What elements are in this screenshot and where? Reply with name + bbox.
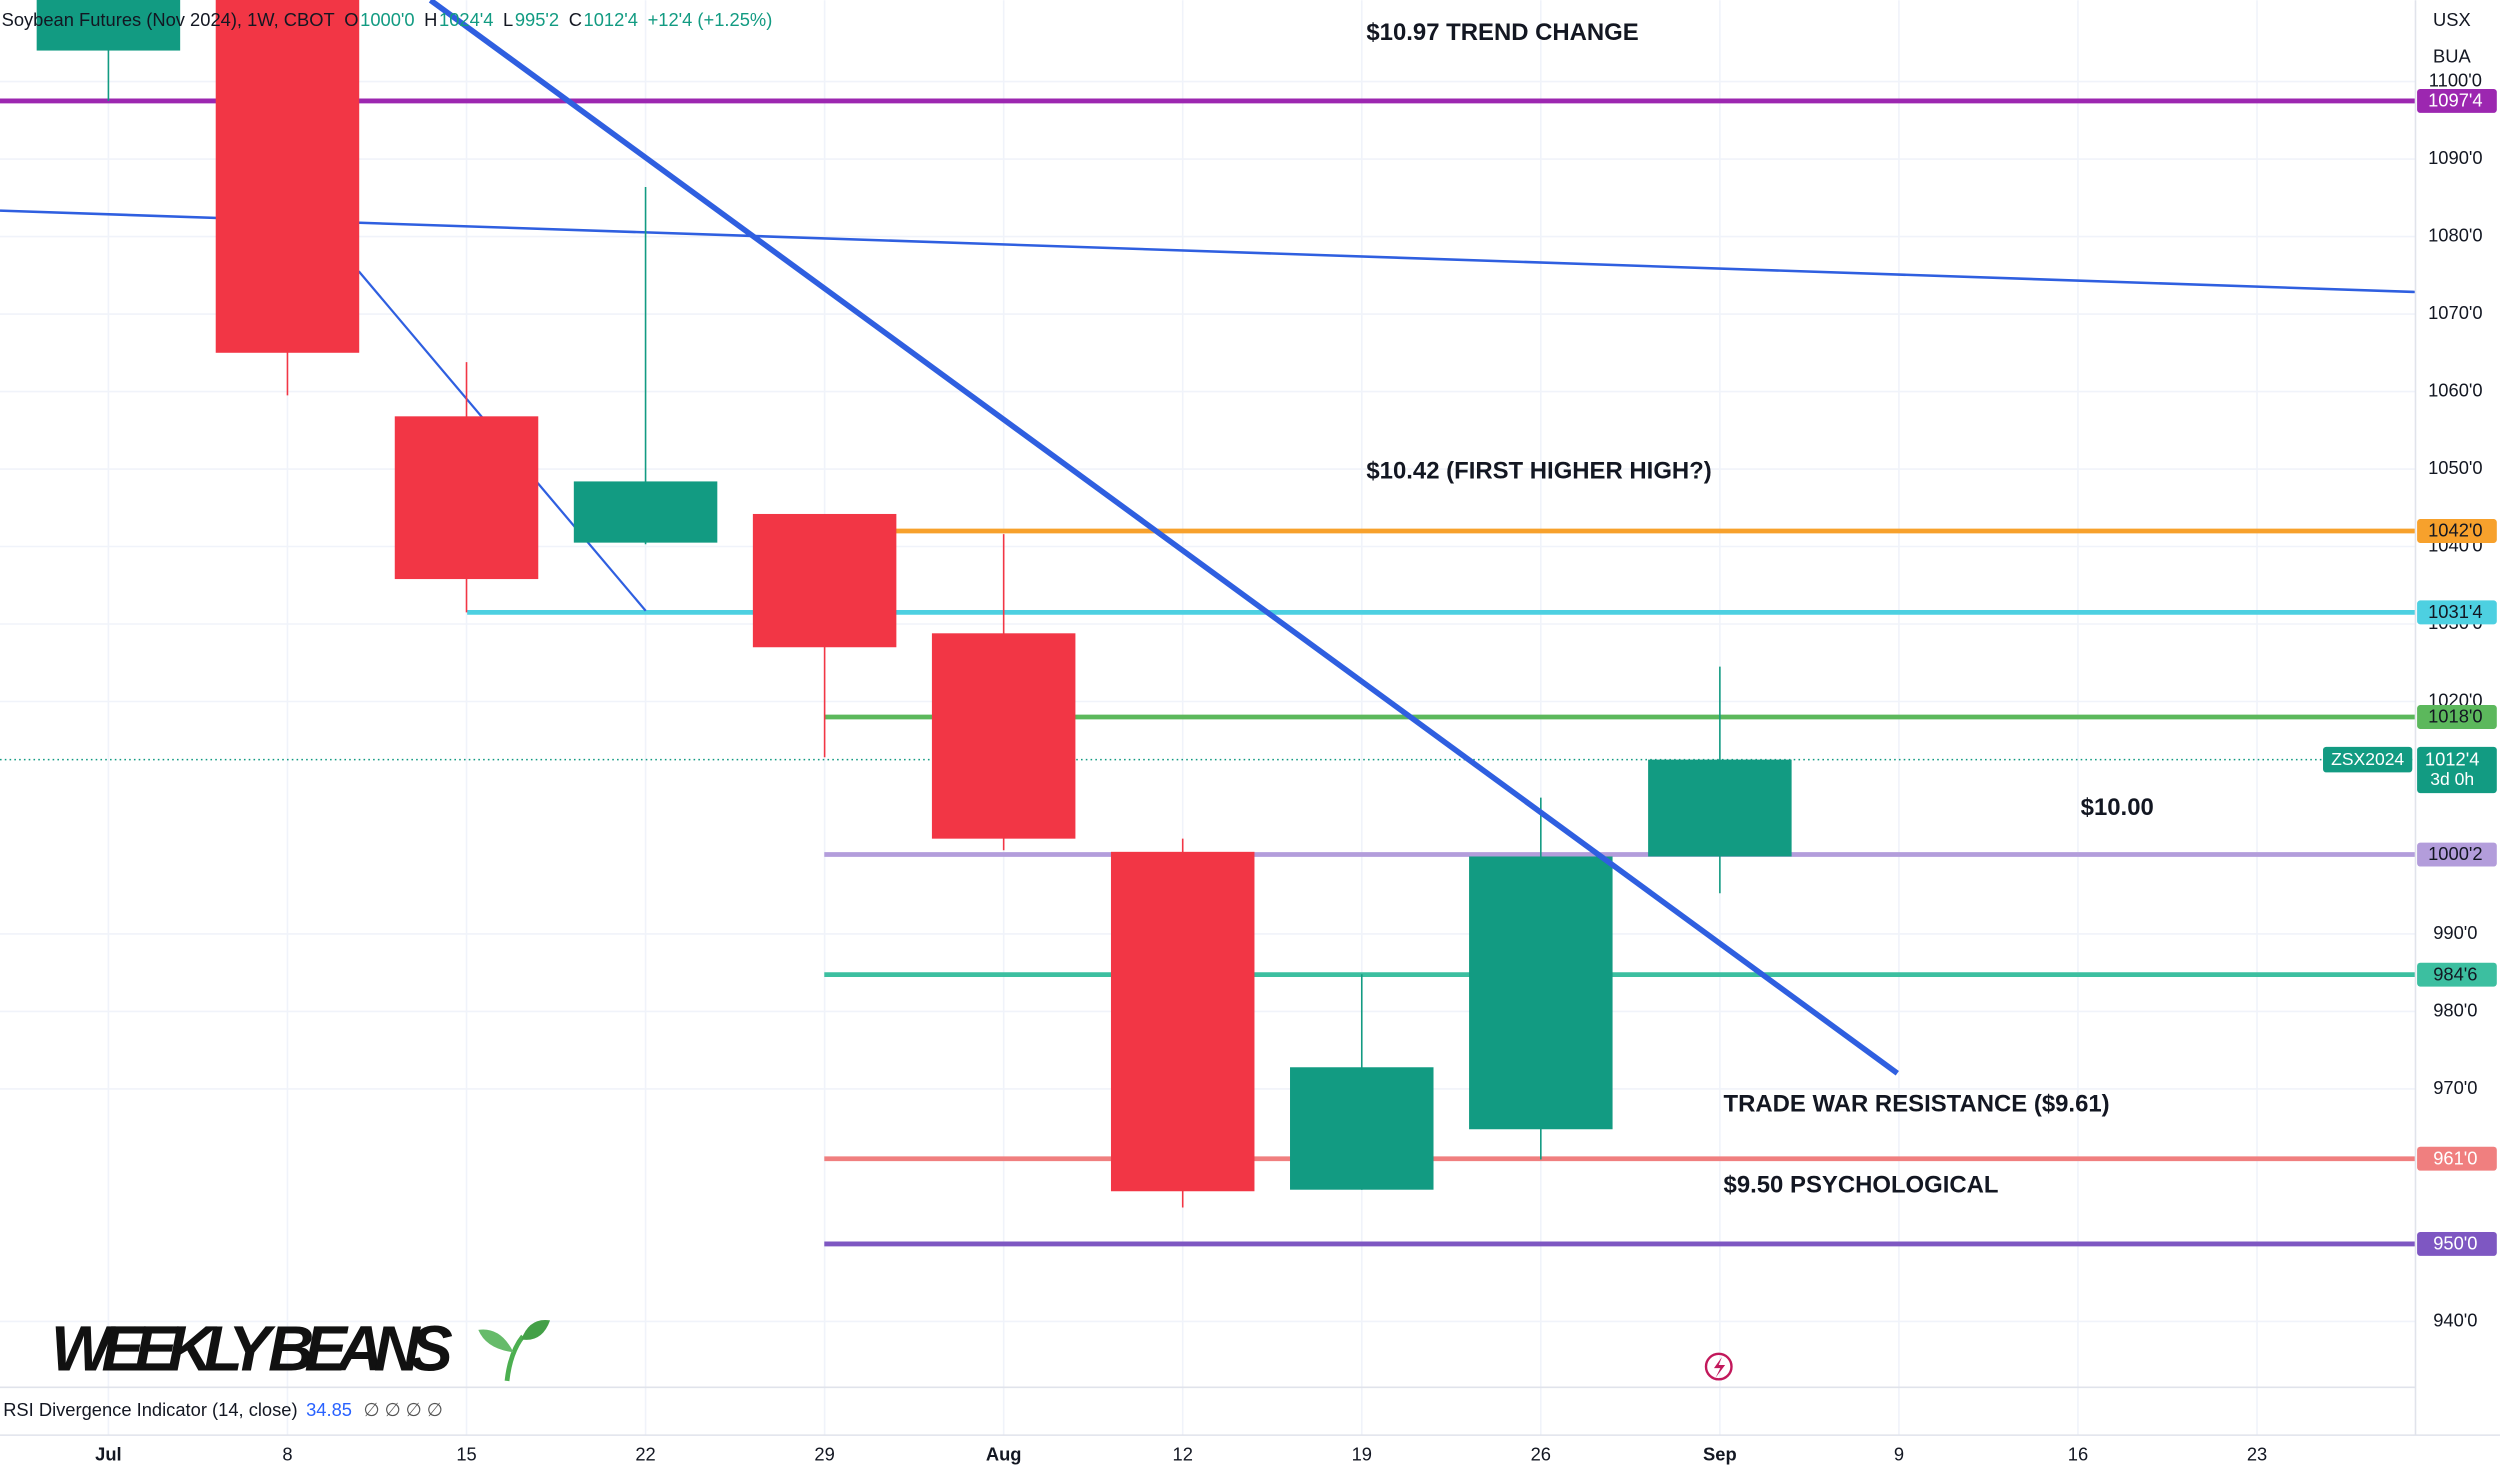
annotation: $9.50 PSYCHOLOGICAL xyxy=(1724,1172,1999,1199)
candle-body xyxy=(931,633,1076,839)
change-value: +12'4 (+1.25%) xyxy=(648,9,773,30)
annotation: $10.97 TREND CHANGE xyxy=(1366,19,1638,46)
candle-body xyxy=(215,0,360,353)
last-price-box xyxy=(2417,746,2497,794)
x-tick-label: 22 xyxy=(635,1444,655,1465)
x-tick-label: 19 xyxy=(1352,1444,1372,1465)
level-label: 1097'4 xyxy=(2428,90,2482,111)
level-label-box xyxy=(2417,962,2497,987)
ohlc-value: 995'2 xyxy=(515,9,559,30)
ohlc-value: 1012'4 xyxy=(584,9,638,30)
annotation: $10.42 (FIRST HIGHER HIGH?) xyxy=(1366,457,1711,484)
indicator-name: RSI Divergence Indicator (14, close) xyxy=(3,1399,297,1420)
candle-body xyxy=(573,481,718,543)
level-label: 1031'4 xyxy=(2428,601,2482,622)
level-label-box xyxy=(2417,600,2497,625)
x-tick-label: 16 xyxy=(2068,1444,2088,1465)
level-label-box xyxy=(2417,842,2497,867)
candle-body xyxy=(36,0,181,51)
candle-body xyxy=(1290,1067,1434,1190)
y-tick-label: 940'0 xyxy=(2433,1309,2477,1330)
unit: BUA xyxy=(2433,45,2471,66)
chart-title: Soybean Futures (Nov 2024), 1W, CBOT xyxy=(2,9,335,30)
currency: USX xyxy=(2433,9,2471,30)
y-tick-label: 1070'0 xyxy=(2428,302,2482,323)
x-tick-label: Sep xyxy=(1703,1444,1737,1465)
level-label: 984'6 xyxy=(2433,963,2477,984)
x-tick-label: 15 xyxy=(456,1444,476,1465)
level-label: 1018'0 xyxy=(2428,706,2482,727)
sprout-icon xyxy=(478,1319,551,1382)
y-tick-label: 1090'0 xyxy=(2428,147,2482,168)
x-tick-label: 23 xyxy=(2247,1444,2267,1465)
indicator-extra: ∅ ∅ ∅ ∅ xyxy=(364,1399,443,1420)
candle-body xyxy=(1648,759,1792,857)
x-tick-label: Jul xyxy=(95,1444,121,1465)
x-tick-label: 9 xyxy=(1894,1444,1904,1465)
x-tick-label: 12 xyxy=(1173,1444,1193,1465)
level-label: 1000'2 xyxy=(2428,843,2482,864)
candle-body xyxy=(394,416,539,580)
ohlc-value: 1000'0 xyxy=(360,9,414,30)
event-icon xyxy=(1704,1352,1733,1381)
x-tick-label: Aug xyxy=(986,1444,1022,1465)
y-tick-label: 1050'0 xyxy=(2428,457,2482,478)
y-tick-label: 970'0 xyxy=(2433,1077,2477,1098)
logo: WEEKLY BEANS xyxy=(51,1313,458,1385)
candle-body xyxy=(1110,851,1255,1192)
currency-box xyxy=(2420,3,2494,74)
y-tick-label: 990'0 xyxy=(2433,922,2477,943)
x-tick-label: 26 xyxy=(1531,1444,1551,1465)
level-label-box xyxy=(2417,1146,2497,1171)
trend-line xyxy=(428,0,1899,1076)
y-tick-label: 980'0 xyxy=(2433,999,2477,1020)
level-label-box xyxy=(2417,519,2497,543)
y-tick-label: 1100'0 xyxy=(2429,69,2482,90)
ohlc-key: C xyxy=(569,9,582,30)
indicator-value: 34.85 xyxy=(306,1399,352,1420)
annotation: TRADE WAR RESISTANCE ($9.61) xyxy=(1724,1090,2110,1117)
y-tick-label: 1060'0 xyxy=(2428,379,2482,400)
x-tick-label: 8 xyxy=(282,1444,292,1465)
level-label: 1042'0 xyxy=(2428,520,2482,541)
candle-body xyxy=(752,513,897,648)
y-tick-label: 1080'0 xyxy=(2428,224,2482,245)
event-icon xyxy=(1713,1357,1726,1378)
countdown-label: 3d 0h xyxy=(2430,769,2474,789)
last-price-label: 1012'4 xyxy=(2425,748,2479,769)
ohlc-key: O xyxy=(344,9,358,30)
candle-body xyxy=(1469,856,1613,1130)
level-label-box xyxy=(2417,705,2497,729)
trend-line xyxy=(0,209,2416,294)
symbol-label: ZSX2024 xyxy=(2331,749,2404,769)
x-tick-label: 29 xyxy=(814,1444,834,1465)
ohlc-value: 1024'4 xyxy=(439,9,493,30)
level-label-box xyxy=(2417,1231,2497,1256)
ohlc-key: L xyxy=(503,9,513,30)
level-label: 950'0 xyxy=(2433,1233,2477,1254)
symbol-box xyxy=(2323,746,2413,773)
annotation: $10.00 xyxy=(2081,794,2154,821)
ohlc-key: H xyxy=(424,9,437,30)
level-label: 961'0 xyxy=(2433,1147,2477,1168)
level-label-box xyxy=(2417,88,2497,113)
